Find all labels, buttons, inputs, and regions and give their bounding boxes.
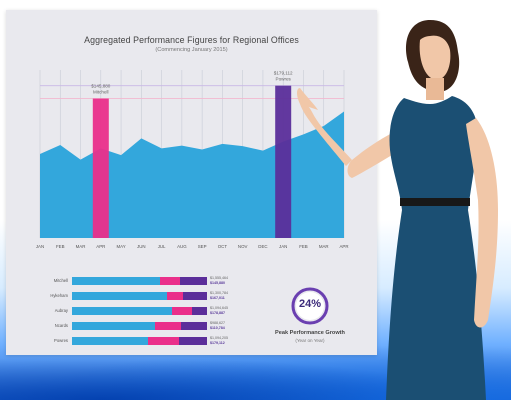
bar-segment: [155, 322, 182, 330]
bar-total-label: $1,094,645: [210, 306, 228, 310]
bar-category-label: Aubray: [54, 308, 68, 313]
bar-segment: [182, 292, 207, 300]
highlight-name-label: Mitchell: [93, 90, 109, 95]
bar-peak-label: $178,887: [210, 310, 225, 315]
bar-track: [72, 337, 207, 345]
bar-value-labels: $1,094,205 $179,112: [210, 336, 228, 345]
x-tick-label: FEB: [56, 244, 65, 249]
bar-segment: [178, 337, 207, 345]
bar-total-label: $988,627: [210, 321, 225, 325]
x-tick-label: JUL: [158, 244, 166, 249]
bar-segment: [181, 322, 207, 330]
bar-track: [72, 277, 207, 285]
bar-peak-label: $110,784: [210, 325, 225, 330]
x-tick-label: APR: [96, 244, 105, 249]
bar-value-labels: $1,300,784 $167,011: [210, 291, 228, 300]
bar-category-label: Mitchell: [53, 278, 68, 283]
bar-segment: [72, 292, 167, 300]
bar-segment: [72, 337, 149, 345]
bar-row: Mitchell $1,555,464 $145,880: [46, 275, 266, 287]
bar-segment: [72, 307, 172, 315]
x-tick-label: APR: [339, 244, 348, 249]
x-tick-label: MAR: [76, 244, 86, 249]
bar-category-label: Hykeham: [50, 293, 68, 298]
bar-total-label: $1,555,464: [210, 276, 228, 280]
bar-track: [72, 307, 207, 315]
bar-segment: [148, 337, 179, 345]
stacked-bar-chart: Mitchell $1,555,464 $145,880 Hykeham $1,300,…: [46, 275, 266, 355]
bar-segment: [192, 307, 207, 315]
bar-segment: [159, 277, 180, 285]
bar-category-label: Ncards: [54, 323, 68, 328]
x-tick-label: MAR: [319, 244, 329, 249]
x-tick-label: JAN: [36, 244, 44, 249]
chart-title: Aggregated Performance Figures for Regio…: [84, 35, 299, 45]
bar-track: [72, 292, 207, 300]
x-tick-label: JAN: [279, 244, 287, 249]
x-tick-label: MAY: [116, 244, 125, 249]
x-tick-label: FEB: [299, 244, 308, 249]
x-tick-label: SEP: [198, 244, 207, 249]
growth-value: 24%: [298, 298, 322, 310]
bar-row: Ncards $988,627 $110,784: [46, 320, 266, 332]
growth-ring: [291, 287, 329, 325]
highlight-bar: [275, 85, 292, 239]
x-tick-label: JUN: [137, 244, 146, 249]
bar-row: Powres $1,094,205 $179,112: [46, 335, 266, 347]
growth-label: Peak Performance Growth: [275, 330, 345, 336]
bar-peak-label: $179,112: [210, 340, 225, 345]
growth-sublabel: (Year on Year): [295, 338, 325, 343]
bar-segment: [180, 277, 207, 285]
chart-board: Aggregated Performance Figures for Regio…: [6, 10, 377, 355]
highlight-name-label: Powres: [276, 77, 292, 82]
highlight-value-label: $179,112: [274, 71, 293, 76]
x-tick-label: AUG: [177, 244, 187, 249]
bar-value-labels: $1,094,645 $178,887: [210, 306, 228, 315]
highlight-bar: [92, 98, 109, 238]
bar-total-label: $1,094,205: [210, 336, 228, 340]
x-tick-label: OCT: [218, 244, 228, 249]
x-tick-label: DEC: [258, 244, 267, 249]
area-series: [40, 111, 344, 238]
bar-track: [72, 322, 207, 330]
bar-peak-label: $167,011: [210, 295, 225, 300]
bar-segment: [72, 322, 156, 330]
bar-value-labels: $1,555,464 $145,880: [210, 276, 228, 285]
chart-subtitle: (Commencing January 2015): [155, 47, 228, 53]
bar-total-label: $1,300,784: [210, 291, 228, 295]
x-tick-label: NOV: [238, 244, 248, 249]
bar-row: Hykeham $1,300,784 $167,011: [46, 290, 266, 302]
bar-value-labels: $988,627 $110,784: [210, 321, 225, 330]
bar-segment: [72, 277, 160, 285]
bar-peak-label: $145,880: [210, 280, 225, 285]
highlight-value-label: $145,880: [91, 84, 111, 89]
bar-row: Aubray $1,094,645 $178,887: [46, 305, 266, 317]
bar-segment: [166, 292, 183, 300]
bar-category-label: Powres: [54, 338, 68, 343]
bar-segment: [171, 307, 193, 315]
